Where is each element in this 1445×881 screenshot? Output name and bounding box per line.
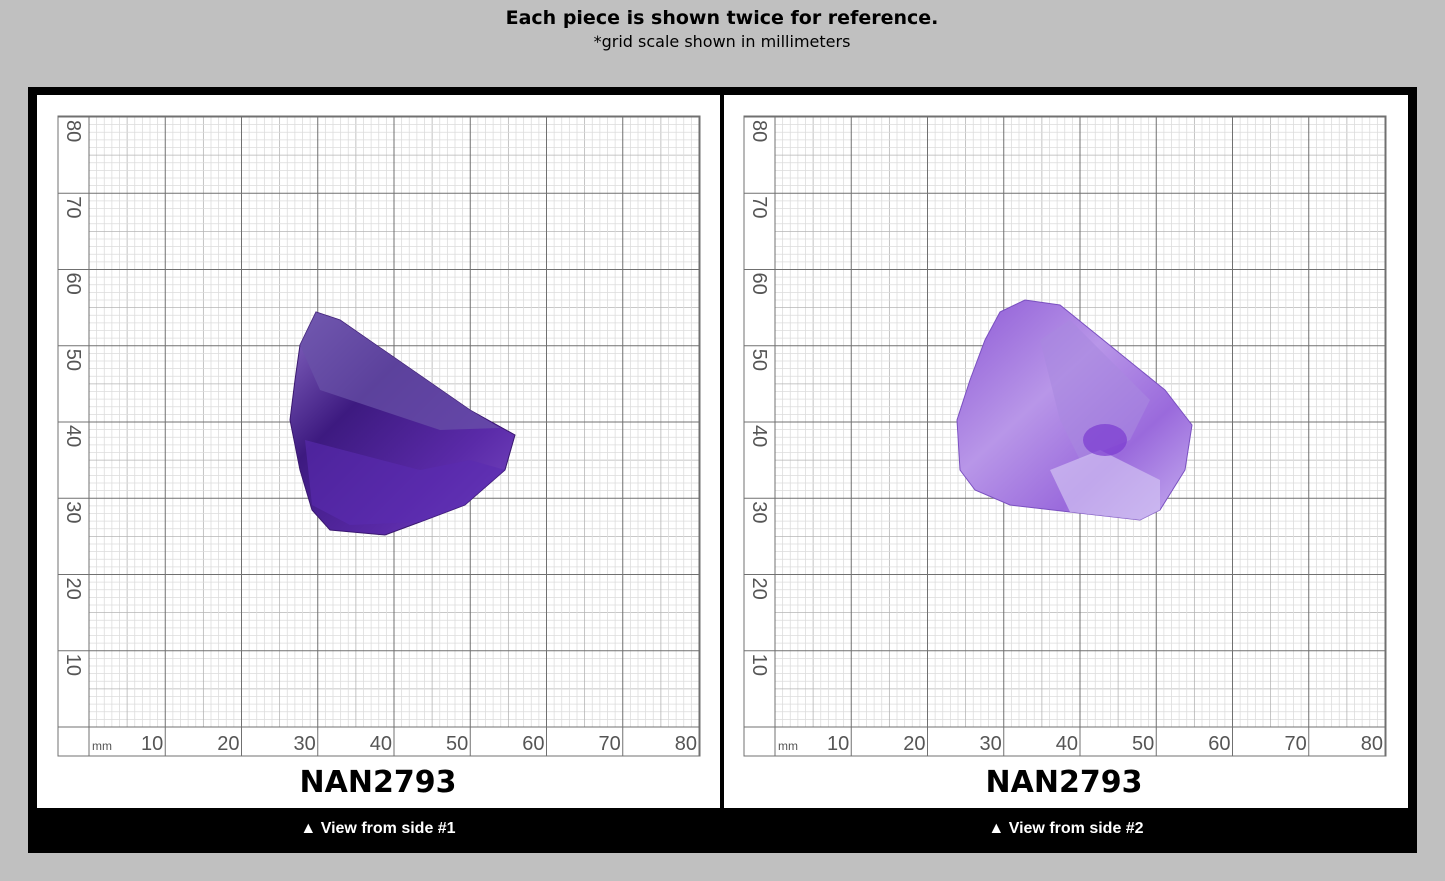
product-code: NAN2793 bbox=[300, 765, 457, 800]
x-label: 20 bbox=[217, 733, 239, 755]
x-label: 30 bbox=[294, 733, 316, 755]
y-label: 30 bbox=[748, 501, 770, 523]
x-label: 30 bbox=[980, 733, 1002, 755]
y-label: 80 bbox=[748, 120, 770, 142]
y-label: 10 bbox=[62, 654, 84, 676]
y-label: 80 bbox=[62, 120, 84, 142]
gem-facet bbox=[1050, 450, 1160, 520]
x-label: 70 bbox=[1285, 733, 1307, 755]
x-label: 80 bbox=[675, 733, 697, 755]
gem-facet bbox=[305, 440, 505, 525]
view-caption: ▲ View from side #2 bbox=[988, 820, 1143, 837]
x-label: 60 bbox=[522, 733, 544, 755]
y-label: 50 bbox=[62, 349, 84, 371]
y-label: 70 bbox=[62, 196, 84, 218]
subtitle: *grid scale shown in millimeters bbox=[594, 32, 851, 51]
x-label: 10 bbox=[827, 733, 849, 755]
gem-inclusion bbox=[1083, 424, 1127, 456]
y-label: 30 bbox=[62, 501, 84, 523]
y-label: 50 bbox=[748, 349, 770, 371]
x-label: 80 bbox=[1361, 733, 1383, 755]
x-label: 10 bbox=[141, 733, 163, 755]
product-code: NAN2793 bbox=[986, 765, 1143, 800]
y-label: 10 bbox=[748, 654, 770, 676]
x-label: 60 bbox=[1208, 733, 1230, 755]
gem-facet bbox=[1040, 320, 1150, 460]
x-label: 20 bbox=[903, 733, 925, 755]
x-label: 70 bbox=[599, 733, 621, 755]
panel-labels: mm 10 20 30 40 50 60 70 80 10 20 30 40 50 60 70 80 NAN279… bbox=[62, 120, 1383, 837]
x-label: 50 bbox=[1132, 733, 1154, 755]
gem-facet bbox=[300, 312, 500, 430]
view-caption: ▲ View from side #1 bbox=[300, 820, 455, 837]
gem-side-2 bbox=[956, 299, 1193, 521]
y-label: 40 bbox=[62, 425, 84, 447]
y-label: 70 bbox=[748, 196, 770, 218]
x-label: 40 bbox=[370, 733, 392, 755]
title: Each piece is shown twice for reference. bbox=[506, 7, 939, 29]
y-label: 20 bbox=[62, 578, 84, 600]
y-label: 60 bbox=[62, 273, 84, 295]
grids bbox=[57, 115, 1387, 757]
x-label: 50 bbox=[446, 733, 468, 755]
y-label: 40 bbox=[748, 425, 770, 447]
y-label: 20 bbox=[748, 578, 770, 600]
x-label: 40 bbox=[1056, 733, 1078, 755]
gem-side-1 bbox=[289, 311, 516, 536]
y-label: 60 bbox=[748, 273, 770, 295]
unit-label: mm bbox=[778, 739, 798, 753]
unit-label: mm bbox=[92, 739, 112, 753]
